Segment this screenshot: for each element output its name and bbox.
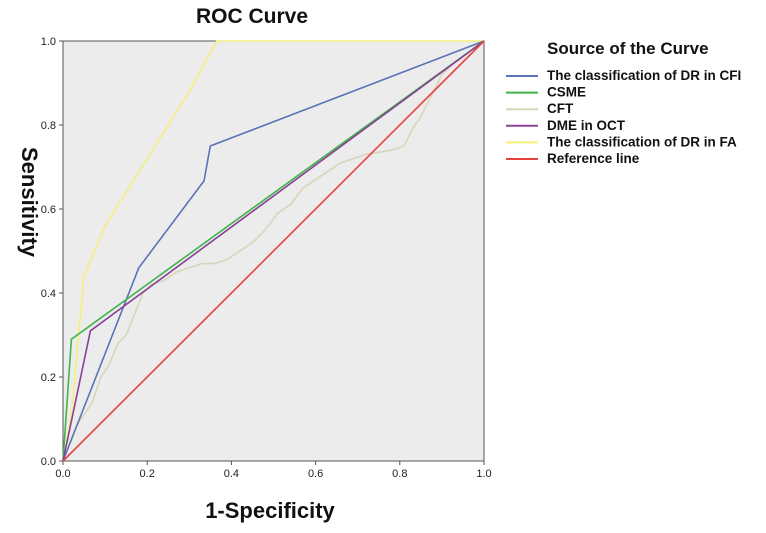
y-axis: 0.0 0.2 0.4 0.6 0.8 1.0	[41, 36, 63, 468]
x-tick-label: 1.0	[476, 468, 491, 480]
legend: Source of the Curve The classification o…	[506, 39, 741, 166]
legend-label-the-classification-of-dr-in-fa: The classification of DR in FA	[547, 134, 737, 149]
x-tick-label: 0.2	[140, 468, 155, 480]
x-tick-label: 0.0	[55, 468, 70, 480]
legend-label-cft: CFT	[547, 101, 574, 116]
y-tick-label: 0.4	[41, 288, 56, 300]
series-line-the-classification-of-dr-in-fa	[62, 40, 484, 462]
y-tick-label: 0.8	[41, 120, 56, 132]
series-group	[62, 40, 485, 462]
legend-label-csme: CSME	[547, 85, 586, 100]
series-line-the-classification-of-dr-in-cfi	[62, 40, 485, 462]
x-tick-label: 0.6	[308, 468, 323, 480]
x-tick-label: 0.8	[392, 468, 407, 480]
legend-label-dme-in-oct: DME in OCT	[547, 118, 626, 133]
legend-title: Source of the Curve	[547, 39, 709, 58]
x-tick-label: 0.4	[224, 468, 239, 480]
series-line-cft	[62, 40, 485, 462]
y-tick-label: 0.6	[41, 204, 56, 216]
chart-title: ROC Curve	[196, 5, 308, 28]
y-tick-label: 0.2	[41, 372, 56, 384]
series-line-csme	[62, 40, 485, 462]
series-line-reference-line	[62, 40, 485, 462]
series-line-dme-in-oct	[62, 40, 485, 462]
legend-label-the-classification-of-dr-in-cfi: The classification of DR in CFI	[547, 68, 741, 83]
legend-label-reference-line: Reference line	[547, 151, 640, 166]
x-axis: 0.0 0.2 0.4 0.6 0.8 1.0	[55, 461, 492, 480]
x-axis-title: 1-Specificity	[205, 498, 335, 523]
y-tick-label: 1.0	[41, 36, 56, 48]
y-tick-label: 0.0	[41, 456, 56, 468]
y-axis-title: Sensitivity	[17, 147, 42, 258]
